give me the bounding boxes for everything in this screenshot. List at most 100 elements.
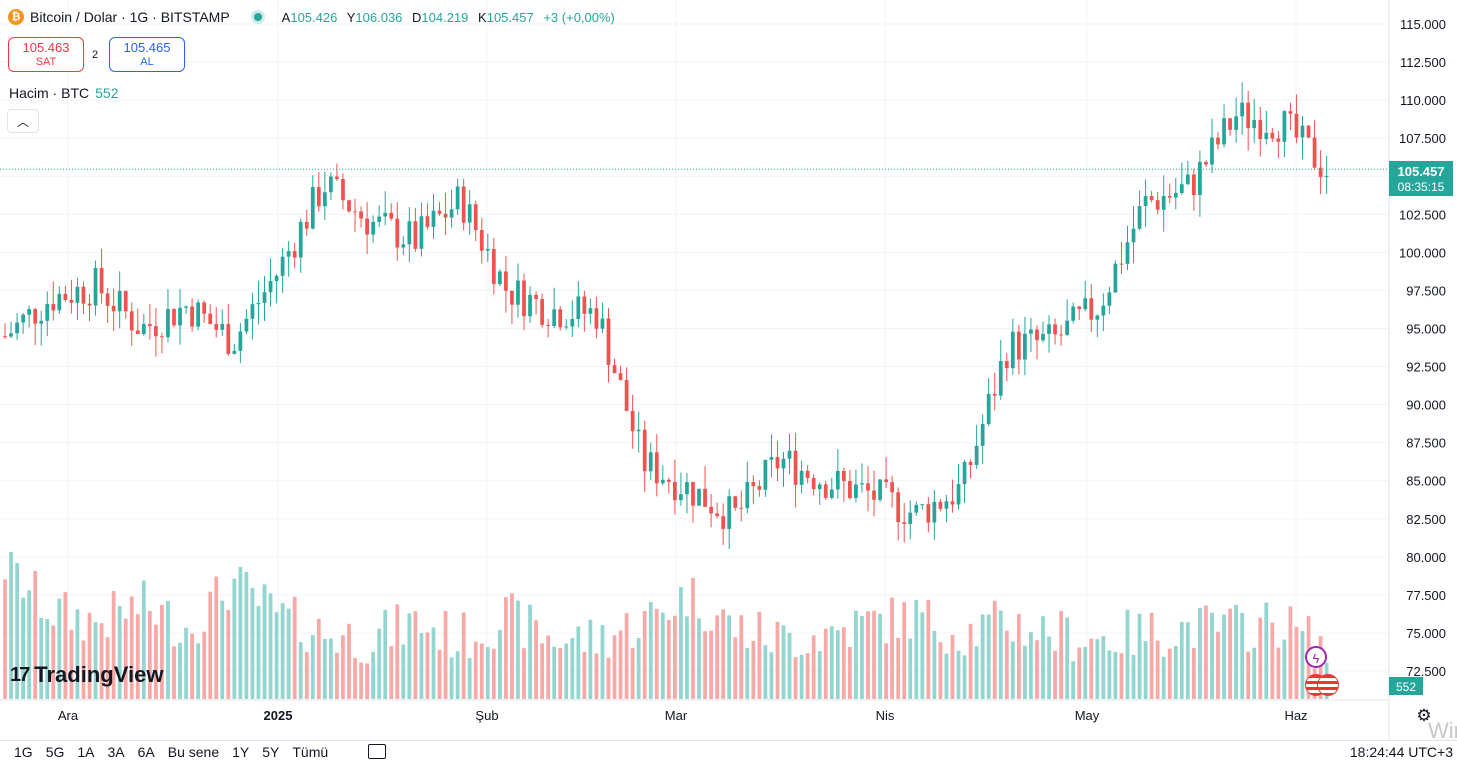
- candle-body: [87, 303, 92, 306]
- volume-bar: [117, 606, 122, 699]
- volume-bar: [479, 643, 484, 699]
- range-5d[interactable]: 5G: [45, 744, 65, 760]
- candle-body: [1071, 306, 1076, 321]
- time-tick-label: Mar: [665, 708, 688, 723]
- candle-body: [485, 248, 490, 251]
- candle-body: [190, 306, 194, 327]
- candle-body: [15, 322, 19, 334]
- candle-body: [817, 484, 822, 490]
- volume-bar: [1149, 612, 1154, 699]
- price-tick-label: 80.000: [1406, 550, 1446, 565]
- volume-bar: [666, 619, 671, 699]
- settings-gear-icon[interactable]: ⚙: [1416, 706, 1432, 725]
- candle-body: [829, 489, 834, 498]
- spread-value: 2: [92, 49, 99, 61]
- time-tick-label: Haz: [1284, 708, 1307, 723]
- candle-body: [93, 267, 98, 306]
- us-flag-event-icon[interactable]: [1305, 674, 1341, 696]
- volume-bar: [504, 597, 508, 699]
- candle-body: [3, 336, 7, 338]
- candle-body: [896, 492, 901, 523]
- candle-body: [407, 221, 412, 245]
- candle-body: [1029, 329, 1033, 334]
- price-chart[interactable]: 115.000112.500110.000107.500105.000102.5…: [0, 0, 1457, 740]
- candle-body: [310, 187, 315, 229]
- volume-bar: [673, 615, 677, 699]
- candle-body: [1191, 174, 1196, 196]
- tradingview-logo[interactable]: 17 TradingView: [10, 662, 163, 688]
- candle-body: [1065, 320, 1070, 336]
- range-ytd[interactable]: Bu sene: [167, 744, 220, 760]
- candle-body: [1216, 137, 1220, 145]
- volume-bar: [383, 609, 388, 699]
- range-1m[interactable]: 1A: [77, 744, 95, 760]
- range-all[interactable]: Tümü: [292, 744, 329, 760]
- volume-bar: [510, 593, 514, 699]
- candle-body: [256, 302, 261, 305]
- volume-bar: [1143, 641, 1148, 699]
- volume-bar: [733, 637, 738, 699]
- candle-body: [1059, 334, 1063, 336]
- candle-body: [860, 483, 864, 485]
- candle-body: [280, 256, 285, 276]
- candle-body: [1083, 298, 1088, 310]
- volume-bar: [896, 637, 901, 699]
- volume-bar: [624, 613, 629, 699]
- volume-bar: [87, 612, 92, 699]
- candle-body: [1047, 324, 1051, 334]
- volume-bar: [914, 599, 919, 699]
- volume-bar: [27, 590, 32, 699]
- symbol-title[interactable]: Bitcoin / Dolar · 1G · BITSTAMP: [30, 9, 230, 25]
- candle-body: [274, 275, 279, 281]
- range-3m[interactable]: 3A: [107, 744, 125, 760]
- volume-bar: [1270, 622, 1275, 699]
- volume-bar: [129, 596, 134, 699]
- volume-legend[interactable]: Hacim · BTC 552: [9, 85, 118, 101]
- volume-bar: [21, 597, 25, 699]
- volume-bar: [1029, 632, 1033, 699]
- range-1d[interactable]: 1G: [14, 744, 33, 760]
- last-volume-value: 552: [1396, 680, 1416, 694]
- volume-bar: [353, 657, 357, 699]
- volume-bar: [1077, 647, 1082, 699]
- candle-body: [588, 308, 593, 314]
- candle-body: [679, 494, 683, 501]
- collapse-legend-button[interactable]: ︿: [7, 109, 39, 133]
- range-1y[interactable]: 1Y: [232, 744, 250, 760]
- volume-bar: [721, 609, 726, 699]
- candle-body: [546, 324, 551, 326]
- symbol-header[interactable]: ₿ Bitcoin / Dolar · 1G · BITSTAMP A105.4…: [8, 9, 621, 25]
- volume-bar: [697, 618, 701, 699]
- candle-body: [558, 309, 563, 328]
- buy-button[interactable]: 105.465 AL: [109, 37, 185, 72]
- candle-body: [322, 192, 327, 207]
- candle-body: [268, 280, 273, 293]
- volume-bar: [1246, 651, 1251, 699]
- range-6m[interactable]: 6A: [137, 744, 155, 760]
- volume-bar: [582, 651, 587, 699]
- volume-bar: [1258, 617, 1263, 699]
- candle-body: [425, 216, 430, 227]
- candle-body: [986, 393, 991, 424]
- candle-body: [673, 481, 677, 501]
- volume-bar: [238, 566, 243, 699]
- volume-bar: [178, 642, 182, 699]
- volume-bar: [1083, 646, 1088, 699]
- volume-bar: [630, 647, 635, 699]
- volume-bar: [190, 633, 194, 699]
- volume-bar: [226, 609, 231, 699]
- clock-timezone[interactable]: 18:24:44 UTC+3: [1349, 744, 1453, 760]
- candle-body: [389, 212, 394, 219]
- volume-bar: [1016, 613, 1021, 699]
- sell-button[interactable]: 105.463 SAT: [8, 37, 84, 72]
- volume-bar: [485, 647, 490, 699]
- volume-bar: [558, 647, 563, 699]
- volume-bar: [552, 646, 557, 699]
- candle-body: [57, 293, 62, 311]
- lightning-event-icon[interactable]: ϟ: [1305, 646, 1327, 668]
- candle-body: [33, 309, 38, 324]
- volume-bar: [974, 646, 979, 699]
- range-5y[interactable]: 5Y: [262, 744, 280, 760]
- calendar-goto-date-icon[interactable]: [368, 744, 386, 759]
- volume-bar: [1252, 647, 1257, 699]
